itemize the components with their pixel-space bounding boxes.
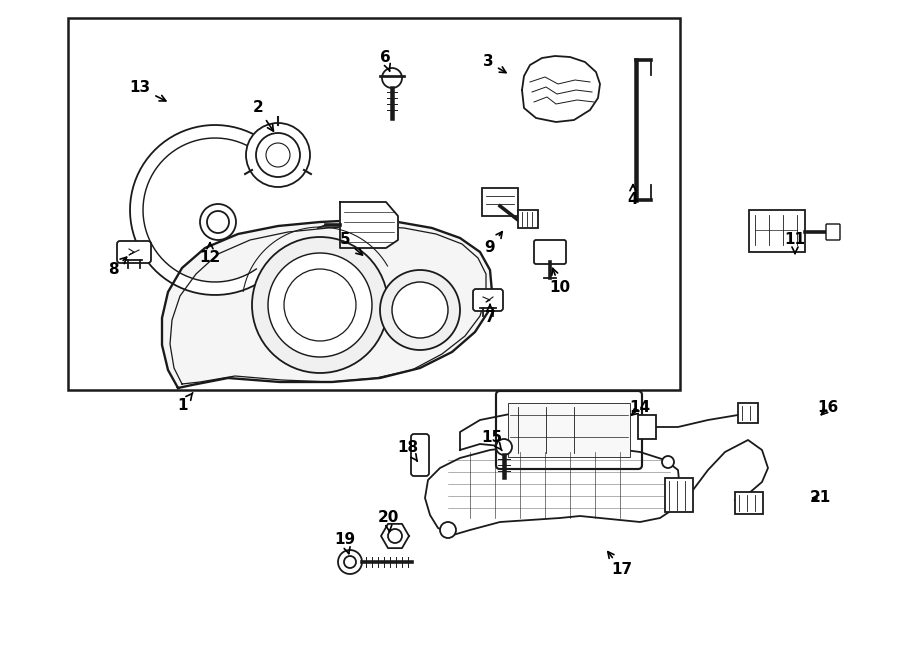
Circle shape [268, 253, 372, 357]
Text: 1: 1 [178, 393, 193, 412]
Bar [518, 210, 538, 228]
Polygon shape [340, 202, 398, 248]
Bar [638, 415, 656, 439]
Text: 2: 2 [253, 100, 274, 131]
Circle shape [392, 282, 448, 338]
FancyBboxPatch shape [473, 289, 503, 311]
Circle shape [344, 556, 356, 568]
Text: 4: 4 [627, 184, 638, 208]
Bar [482, 188, 518, 216]
Circle shape [338, 550, 362, 574]
Circle shape [284, 269, 356, 341]
Circle shape [662, 456, 674, 468]
Bar [665, 478, 693, 512]
Circle shape [200, 204, 236, 240]
Polygon shape [522, 56, 600, 122]
FancyBboxPatch shape [496, 391, 642, 469]
Circle shape [266, 143, 290, 167]
Bar [738, 403, 758, 423]
Circle shape [496, 439, 512, 455]
Text: 11: 11 [785, 233, 806, 254]
Text: 10: 10 [549, 268, 571, 295]
Text: 13: 13 [130, 81, 166, 101]
Circle shape [207, 211, 229, 233]
Bar [735, 492, 763, 514]
Polygon shape [381, 524, 409, 548]
Bar [508, 403, 630, 457]
Text: 9: 9 [485, 232, 502, 256]
Text: 8: 8 [108, 257, 127, 278]
Text: 15: 15 [482, 430, 502, 451]
FancyBboxPatch shape [117, 241, 151, 263]
FancyBboxPatch shape [826, 224, 840, 240]
Bar [749, 210, 805, 252]
FancyBboxPatch shape [534, 240, 566, 264]
Circle shape [246, 123, 310, 187]
Text: 16: 16 [817, 401, 839, 416]
Polygon shape [460, 408, 620, 452]
Text: 7: 7 [485, 305, 495, 325]
Text: 6: 6 [380, 50, 391, 71]
Text: 20: 20 [377, 510, 399, 531]
Text: 17: 17 [608, 552, 633, 578]
Text: 18: 18 [398, 440, 418, 461]
Text: 5: 5 [339, 233, 363, 255]
FancyBboxPatch shape [411, 434, 429, 476]
Polygon shape [130, 125, 264, 295]
Circle shape [380, 270, 460, 350]
Text: 3: 3 [482, 54, 506, 73]
Circle shape [252, 237, 388, 373]
Bar [204, 212, 232, 232]
Circle shape [256, 133, 300, 177]
Text: 19: 19 [335, 533, 356, 554]
Polygon shape [425, 445, 680, 535]
Polygon shape [162, 220, 492, 388]
Text: 12: 12 [200, 243, 220, 266]
Text: 14: 14 [629, 401, 651, 416]
Bar [68, 18, 680, 390]
Circle shape [440, 522, 456, 538]
Circle shape [382, 68, 402, 88]
Text: 21: 21 [809, 490, 831, 506]
Circle shape [388, 529, 402, 543]
